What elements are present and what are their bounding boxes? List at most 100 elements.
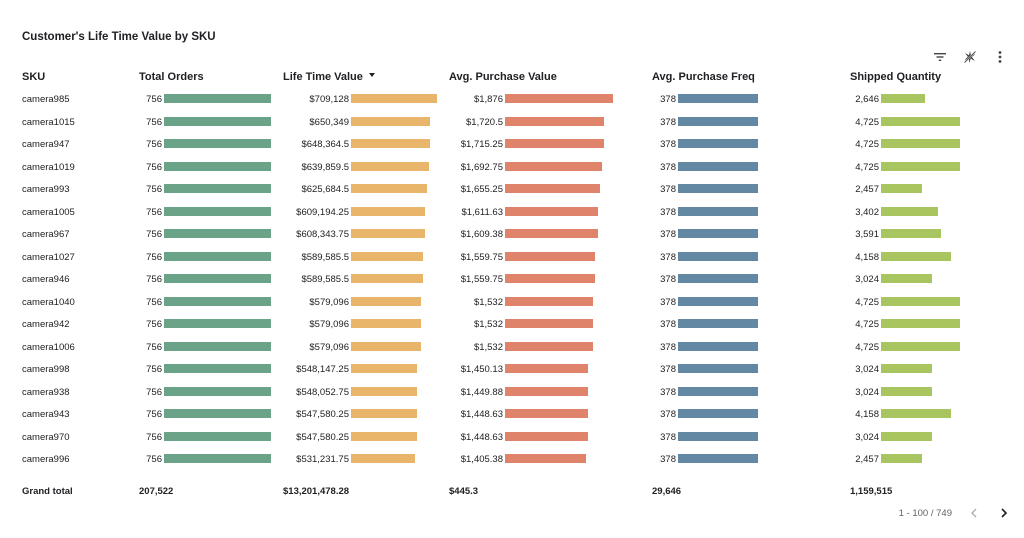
filter-icon[interactable] bbox=[930, 47, 950, 67]
chart-toolbar bbox=[930, 47, 1010, 67]
bar-avg-purchase-value bbox=[505, 274, 595, 283]
bar-total-orders bbox=[164, 431, 271, 441]
bar-avg-purchase-freq bbox=[678, 319, 758, 328]
bar-shipped-quantity bbox=[881, 184, 922, 193]
bar-avg-purchase-value bbox=[505, 386, 588, 396]
cell-avg-purchase-value: $1,448.63 bbox=[460, 431, 503, 443]
table-row: camera967 756 $608,343.75 $1,609.38 378 3,591 bbox=[0, 224, 1024, 247]
cell-ltv: $547,580.25 bbox=[296, 431, 349, 443]
cell-sku: camera998 bbox=[22, 364, 70, 375]
col-header-ltv[interactable]: Life Time Value bbox=[283, 71, 375, 83]
col-header-sku[interactable]: SKU bbox=[22, 71, 46, 83]
cell-shipped-quantity: 3,591 bbox=[855, 229, 879, 240]
grand-total-ltv: $13,201,478.28 bbox=[283, 486, 350, 497]
cell-ltv: $650,349 bbox=[309, 116, 349, 128]
bar-total-orders bbox=[164, 386, 271, 396]
table-row: camera1005 756 $609,194.25 $1,611.63 378 3,40… bbox=[0, 202, 1024, 225]
table-row: camera1040 756 $579,096 $1,532 378 4,725 bbox=[0, 292, 1024, 315]
cell-avg-purchase-value: $1,609.38 bbox=[460, 229, 503, 240]
table-row: camera947 756 $648,364.5 $1,715.25 378 4,725 bbox=[0, 134, 1024, 157]
bar-shipped-quantity bbox=[881, 251, 951, 261]
cell-shipped-quantity: 2,646 bbox=[855, 94, 879, 105]
bar-ltv bbox=[351, 94, 437, 103]
bar-avg-purchase-freq bbox=[678, 116, 758, 126]
cell-avg-purchase-freq: 378 bbox=[660, 431, 676, 443]
bar-avg-purchase-value bbox=[505, 319, 593, 328]
cell-shipped-quantity: 4,725 bbox=[855, 319, 879, 330]
bar-total-orders bbox=[164, 251, 271, 261]
cell-total-orders: 756 bbox=[146, 274, 162, 285]
bar-total-orders bbox=[164, 161, 271, 171]
grand-total-avg-purchase: $445.3 bbox=[449, 486, 479, 497]
cell-avg-purchase-value: $1,532 bbox=[473, 341, 503, 353]
prev-page-icon[interactable] bbox=[966, 505, 982, 521]
smart-insights-icon[interactable] bbox=[960, 47, 980, 67]
cell-avg-purchase-value: $1,655.25 bbox=[460, 184, 503, 195]
table-row: camera993 756 $625,684.5 $1,655.25 378 2,457 bbox=[0, 179, 1024, 202]
table-row: camera1027 756 $589,585.5 $1,559.75 378 4,158 bbox=[0, 247, 1024, 270]
cell-ltv: $608,343.75 bbox=[296, 229, 349, 240]
bar-shipped-quantity bbox=[881, 341, 960, 351]
col-header-total-orders[interactable]: Total Orders bbox=[139, 71, 204, 83]
cell-sku: camera943 bbox=[22, 409, 70, 420]
cell-shipped-quantity: 4,158 bbox=[855, 409, 879, 420]
bar-shipped-quantity bbox=[881, 206, 938, 216]
cell-shipped-quantity: 3,024 bbox=[855, 274, 879, 285]
cell-avg-purchase-freq: 378 bbox=[660, 139, 676, 150]
cell-avg-purchase-value: $1,450.13 bbox=[460, 364, 503, 375]
pagination-range: 1 - 100 / 749 bbox=[898, 507, 952, 519]
cell-sku: camera1015 bbox=[22, 116, 75, 128]
bar-total-orders bbox=[164, 229, 271, 238]
bar-avg-purchase-value bbox=[505, 161, 602, 171]
next-page-icon[interactable] bbox=[996, 505, 1012, 521]
bar-ltv bbox=[351, 206, 425, 216]
bar-avg-purchase-freq bbox=[678, 184, 758, 193]
bar-ltv bbox=[351, 161, 429, 171]
cell-avg-purchase-freq: 378 bbox=[660, 409, 676, 420]
cell-ltv: $547,580.25 bbox=[296, 409, 349, 420]
bar-avg-purchase-value bbox=[505, 431, 588, 441]
table-header: SKU Total Orders Life Time Value Avg. Pu… bbox=[0, 71, 1024, 87]
cell-sku: camera993 bbox=[22, 184, 70, 195]
cell-sku: camera946 bbox=[22, 274, 70, 285]
bar-ltv bbox=[351, 341, 421, 351]
bar-total-orders bbox=[164, 184, 271, 193]
cell-sku: camera996 bbox=[22, 454, 70, 465]
cell-avg-purchase-freq: 378 bbox=[660, 274, 676, 285]
bar-total-orders bbox=[164, 94, 271, 103]
table-row: camera942 756 $579,096 $1,532 378 4,725 bbox=[0, 314, 1024, 337]
bar-total-orders bbox=[164, 116, 271, 126]
col-header-avg-purchase-value[interactable]: Avg. Purchase Value bbox=[449, 71, 557, 83]
more-vert-icon[interactable] bbox=[990, 47, 1010, 67]
bar-avg-purchase-freq bbox=[678, 296, 758, 306]
bar-avg-purchase-freq bbox=[678, 409, 758, 418]
cell-ltv: $648,364.5 bbox=[301, 139, 349, 150]
table-row: camera1019 756 $639,859.5 $1,692.75 378 4,725 bbox=[0, 157, 1024, 180]
cell-total-orders: 756 bbox=[146, 319, 162, 330]
cell-ltv: $709,128 bbox=[309, 94, 349, 105]
bar-avg-purchase-freq bbox=[678, 94, 758, 103]
bar-avg-purchase-freq bbox=[678, 274, 758, 283]
cell-total-orders: 756 bbox=[146, 161, 162, 173]
bar-avg-purchase-freq bbox=[678, 229, 758, 238]
cell-total-orders: 756 bbox=[146, 341, 162, 353]
col-header-shipped-quantity[interactable]: Shipped Quantity bbox=[850, 71, 942, 83]
bar-avg-purchase-freq bbox=[678, 454, 758, 463]
table-row: camera1015 756 $650,349 $1,720.5 378 4,725 bbox=[0, 112, 1024, 135]
cell-total-orders: 756 bbox=[146, 139, 162, 150]
cell-avg-purchase-freq: 378 bbox=[660, 206, 676, 218]
bar-ltv bbox=[351, 409, 417, 418]
grand-total-orders: 207,522 bbox=[139, 486, 174, 497]
cell-total-orders: 756 bbox=[146, 296, 162, 308]
col-header-avg-purchase-freq[interactable]: Avg. Purchase Freq bbox=[652, 71, 755, 83]
table-row: camera938 756 $548,052.75 $1,449.88 378 3,024 bbox=[0, 382, 1024, 405]
bar-avg-purchase-freq bbox=[678, 206, 758, 216]
bar-shipped-quantity bbox=[881, 409, 951, 418]
bar-ltv bbox=[351, 296, 421, 306]
cell-sku: camera1019 bbox=[22, 161, 75, 173]
bar-avg-purchase-value bbox=[505, 184, 600, 193]
bar-total-orders bbox=[164, 319, 271, 328]
bar-avg-purchase-value bbox=[505, 139, 604, 148]
bar-ltv bbox=[351, 229, 425, 238]
cell-avg-purchase-value: $1,611.63 bbox=[461, 206, 503, 218]
